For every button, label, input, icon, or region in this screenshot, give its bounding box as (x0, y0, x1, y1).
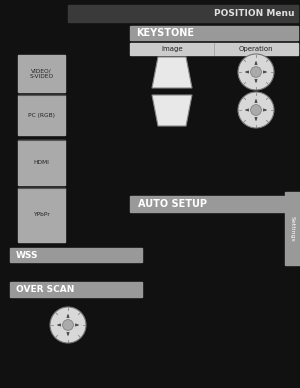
Text: PC (RGB): PC (RGB) (28, 113, 55, 118)
Text: HDMI: HDMI (34, 160, 50, 165)
Polygon shape (152, 57, 192, 88)
Bar (18, 188, 65, 242)
Bar (130, 43, 298, 55)
Circle shape (250, 67, 261, 77)
Text: Settings: Settings (290, 216, 295, 241)
Circle shape (238, 92, 274, 128)
Bar (18, 140, 65, 185)
Bar (18, 55, 65, 92)
Bar (18, 95, 65, 135)
Text: VIDEO/
S-VIDEO: VIDEO/ S-VIDEO (29, 68, 54, 79)
Text: POSITION Menu: POSITION Menu (214, 9, 294, 18)
Circle shape (238, 54, 274, 90)
Bar (130, 196, 290, 212)
Bar (68, 5, 298, 22)
Circle shape (250, 105, 261, 115)
Circle shape (50, 307, 86, 343)
Text: Image: Image (161, 46, 183, 52)
Bar (285, 192, 300, 265)
Text: OVER SCAN: OVER SCAN (16, 285, 74, 294)
Polygon shape (152, 95, 192, 126)
Text: Operation: Operation (239, 46, 273, 52)
Text: YPbPr: YPbPr (33, 213, 50, 218)
Bar (10, 282, 142, 297)
Bar (10, 248, 142, 262)
Circle shape (63, 320, 74, 331)
Text: AUTO SETUP: AUTO SETUP (138, 199, 207, 209)
Text: WSS: WSS (16, 251, 38, 260)
Text: KEYSTONE: KEYSTONE (136, 28, 194, 38)
Bar (130, 26, 298, 40)
